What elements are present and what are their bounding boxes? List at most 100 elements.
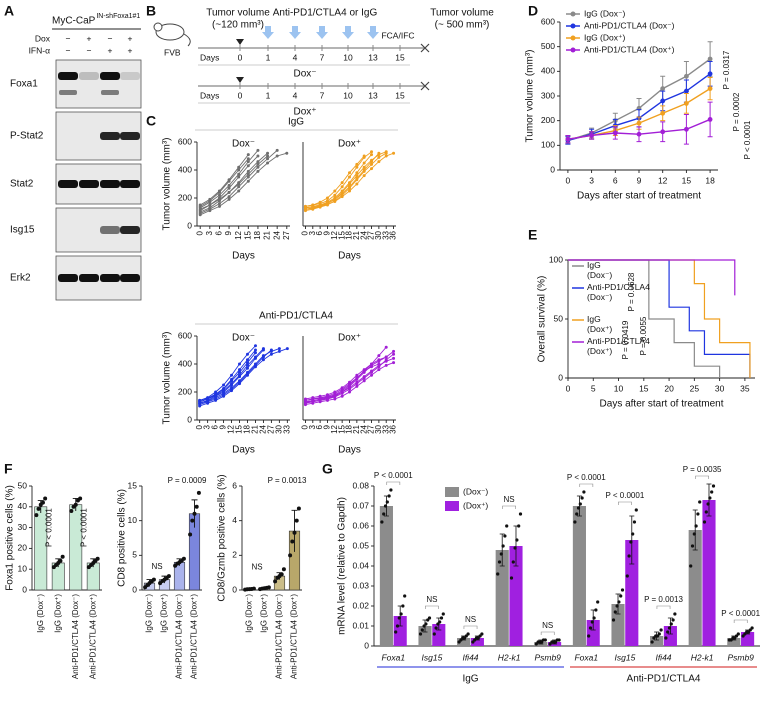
x-tick-label: 6 [215, 230, 224, 235]
annotation: NS [251, 563, 262, 572]
data-point [253, 351, 257, 355]
y-tick-label: 0.06 [352, 520, 369, 530]
error-bar [499, 533, 505, 567]
data-point [303, 401, 307, 404]
series-line [199, 345, 256, 401]
x-tick-label: 24 [359, 424, 368, 433]
data-point [625, 574, 629, 578]
data-point [227, 195, 231, 199]
data-point [340, 394, 344, 398]
data-point [237, 165, 241, 169]
data-point [285, 347, 289, 351]
legend-label: IgG (Dox⁻) [587, 260, 612, 280]
annotation: NS [542, 621, 553, 630]
data-point [188, 532, 193, 537]
blot-band [100, 72, 120, 80]
data-point [333, 200, 337, 203]
data-point [227, 186, 231, 190]
legend-label: (Dox⁺) [463, 500, 488, 510]
data-point [245, 366, 249, 370]
blot-band [120, 180, 140, 188]
annotation: P < 0.0001 [45, 508, 54, 547]
x-tick-label: 6 [613, 175, 618, 185]
legend-swatch [570, 47, 576, 53]
data-point [389, 488, 393, 492]
bar [509, 546, 523, 646]
treatment-label: Dox [35, 33, 51, 43]
panel-label: F [4, 461, 13, 477]
data-point [217, 202, 221, 206]
data-point [355, 380, 359, 384]
data-point [269, 352, 273, 356]
bar [611, 604, 625, 646]
data-point [370, 162, 374, 166]
data-point [277, 347, 281, 351]
mouse-icon [155, 23, 185, 41]
y-tick-label: 600 [178, 136, 192, 146]
data-point [707, 86, 713, 91]
chart-title: Dox⁺ [338, 139, 361, 150]
data-point [667, 626, 672, 630]
data-point [273, 579, 278, 584]
data-point [194, 504, 199, 509]
y-tick-label: 100 [541, 140, 555, 150]
x-tick-label: 30 [715, 383, 725, 393]
x-tick-label: 27 [367, 424, 376, 433]
data-point [518, 512, 523, 516]
data-point [292, 530, 297, 535]
x-tick-label: 24 [272, 230, 281, 239]
y-tick-label: 0 [187, 414, 192, 424]
group-title: Anti-PD1/CTLA4 [259, 311, 333, 322]
day-label: 7 [320, 90, 325, 100]
data-point [660, 86, 666, 91]
data-point [392, 356, 396, 360]
legend-label: IgG (Dox⁺) [584, 32, 625, 42]
data-point [34, 513, 39, 518]
x-tick-label: Ifi44 [655, 652, 671, 662]
data-point [466, 632, 470, 636]
data-point [384, 355, 388, 359]
days-label: Days [200, 90, 219, 100]
x-tick-label: IgG (Dox⁺) [260, 594, 269, 633]
data-point [246, 153, 250, 157]
data-point [318, 204, 322, 208]
data-point [427, 616, 432, 620]
data-point [296, 506, 301, 511]
tumor-end: (~ 500 mm³) [435, 20, 490, 31]
data-point [392, 361, 396, 365]
y-axis-label: CD8 positive cells (%) [117, 489, 128, 587]
x-tick-label: 21 [352, 230, 361, 239]
data-point [333, 390, 337, 394]
x-tick-label: 35 [740, 383, 750, 393]
x-tick-label: 3 [589, 175, 594, 185]
data-point [590, 620, 594, 624]
group-label: IgG [462, 674, 478, 685]
x-tick-label: IgG (Dox⁻) [36, 594, 45, 633]
x-tick-label: 15 [243, 230, 252, 239]
x-tick-label: 0 [301, 424, 310, 429]
x-tick-label: 36 [389, 230, 398, 239]
y-axis-label: Tumor volume (mm³) [162, 138, 173, 231]
y-tick-label: 6 [232, 480, 237, 490]
blot-title: MyC-CaP [52, 16, 96, 27]
panel-label: D [528, 3, 538, 19]
data-point [253, 355, 257, 359]
start-marker [236, 39, 244, 45]
data-point [515, 538, 519, 542]
significance-bracket [463, 625, 478, 629]
x-tick-label: 27 [367, 230, 376, 239]
data-point [60, 554, 65, 559]
treatment-sign: + [87, 33, 92, 43]
data-point [256, 162, 260, 166]
data-point [355, 182, 359, 186]
day-label: 0 [238, 90, 243, 100]
data-point [237, 185, 241, 189]
data-point [592, 616, 596, 620]
data-point [399, 612, 403, 616]
data-point [588, 626, 593, 630]
data-point [230, 382, 234, 386]
data-point [222, 383, 226, 387]
x-tick-label: Foxa1 [381, 652, 405, 662]
blot-title-superscript: IN-shFoxa1#1 [96, 13, 140, 20]
x-tick-label: 18 [705, 175, 715, 185]
